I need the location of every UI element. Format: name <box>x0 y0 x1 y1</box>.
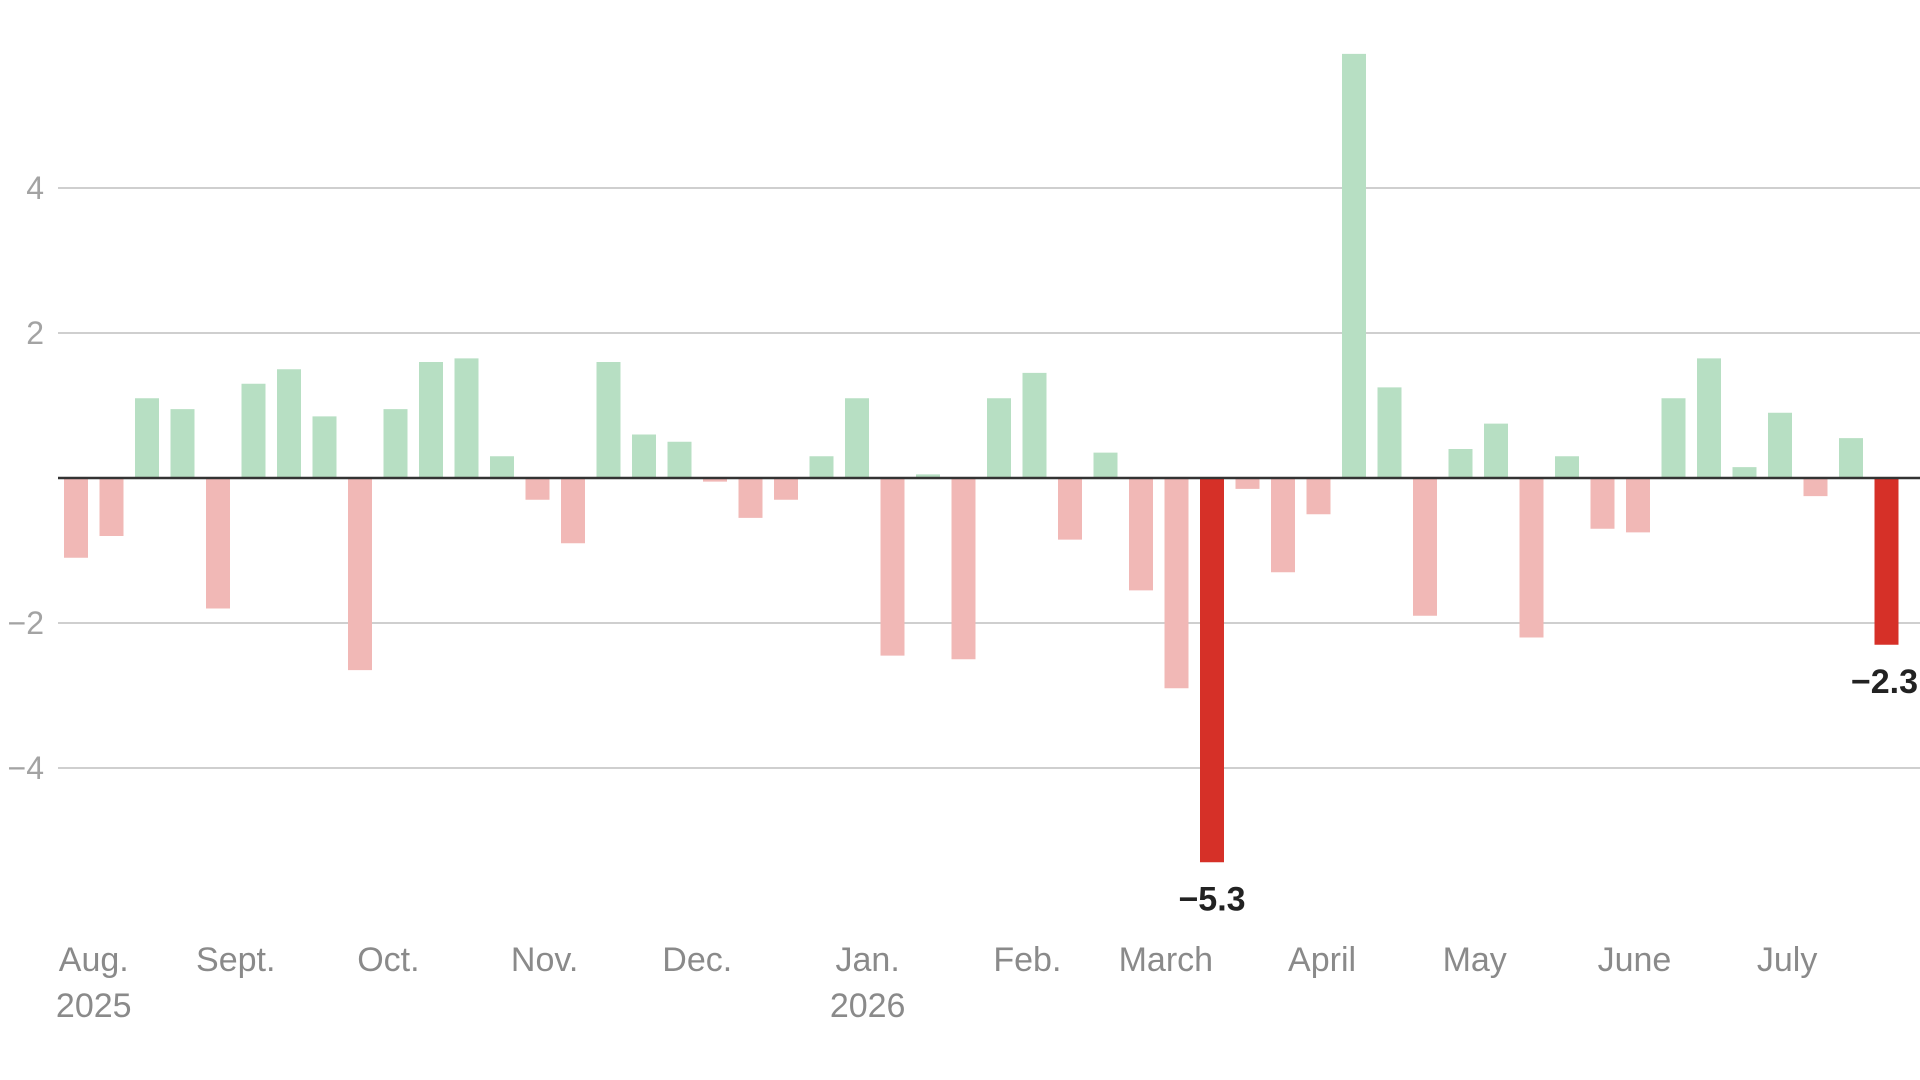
data-label: −5.3 <box>1178 880 1245 918</box>
bar <box>1732 467 1757 478</box>
bar <box>419 362 443 478</box>
bar <box>525 478 550 500</box>
bar <box>1306 478 1331 515</box>
x-tick-label: April <box>1288 941 1356 979</box>
bar <box>1448 449 1473 478</box>
x-tick-label: Dec. <box>662 941 732 979</box>
bar <box>454 358 479 478</box>
bar <box>1413 478 1437 616</box>
bar <box>667 441 692 478</box>
bar <box>1803 478 1828 497</box>
bar <box>1484 423 1508 478</box>
bar <box>1555 456 1579 478</box>
bar <box>809 456 834 478</box>
bar <box>1697 358 1721 478</box>
bar <box>1342 53 1366 478</box>
bars <box>64 53 1899 863</box>
bar <box>348 478 372 671</box>
bar <box>64 478 88 558</box>
y-tick-label: −4 <box>8 750 44 786</box>
y-axis-ticks: 4 2 −2 −4 <box>8 170 44 786</box>
bar <box>561 478 585 544</box>
bar <box>1377 387 1402 478</box>
bar <box>170 409 195 478</box>
bar <box>987 398 1011 478</box>
bar <box>241 383 266 478</box>
bar <box>951 478 976 660</box>
bar <box>1129 478 1153 591</box>
x-tick-label: March <box>1119 941 1213 979</box>
y-tick-label: 4 <box>26 170 44 206</box>
x-tick-label: May <box>1443 941 1507 979</box>
data-labels: −5.3 −2.3 <box>1178 663 1918 919</box>
bar <box>1661 398 1686 478</box>
bar <box>845 398 869 478</box>
bar <box>916 474 940 478</box>
bar <box>1058 478 1082 540</box>
bar-highlighted <box>1200 478 1224 863</box>
x-tick-label: Aug. <box>59 941 129 979</box>
bar <box>206 478 230 609</box>
bar <box>1590 478 1615 529</box>
bar-highlighted <box>1874 478 1899 645</box>
data-label: −2.3 <box>1851 663 1918 701</box>
bar <box>1235 478 1260 489</box>
x-tick-year-label: 2025 <box>56 987 132 1025</box>
bar <box>277 369 301 478</box>
bar <box>490 456 514 478</box>
x-tick-year-label: 2026 <box>830 987 906 1025</box>
bar <box>880 478 905 656</box>
bar <box>703 478 727 482</box>
bar <box>1519 478 1544 638</box>
x-tick-label: Nov. <box>511 941 578 979</box>
x-tick-label: Oct. <box>357 941 419 979</box>
bar <box>1093 452 1118 478</box>
bar <box>312 416 337 478</box>
bar <box>1271 478 1295 573</box>
bar <box>596 362 621 478</box>
y-tick-label: 2 <box>26 315 44 351</box>
x-tick-label: Feb. <box>993 941 1061 979</box>
y-tick-label: −2 <box>8 605 44 641</box>
bar <box>632 434 656 478</box>
x-tick-label: June <box>1598 941 1672 979</box>
x-tick-label: July <box>1757 941 1817 979</box>
x-tick-label: Sept. <box>196 941 275 979</box>
bar <box>1768 412 1792 478</box>
x-axis-labels: Aug. 2025 Sept. Oct. Nov. Dec. Jan. 2026 Feb. Mar… <box>56 941 1817 1025</box>
bar <box>135 398 159 478</box>
bar <box>1626 478 1650 533</box>
bar <box>99 478 124 536</box>
bar <box>1022 372 1047 478</box>
bar <box>1839 438 1863 478</box>
bar <box>738 478 763 518</box>
bar <box>1164 478 1189 689</box>
bar <box>774 478 798 500</box>
bar <box>383 409 408 478</box>
x-tick-label: Jan. <box>836 941 900 979</box>
